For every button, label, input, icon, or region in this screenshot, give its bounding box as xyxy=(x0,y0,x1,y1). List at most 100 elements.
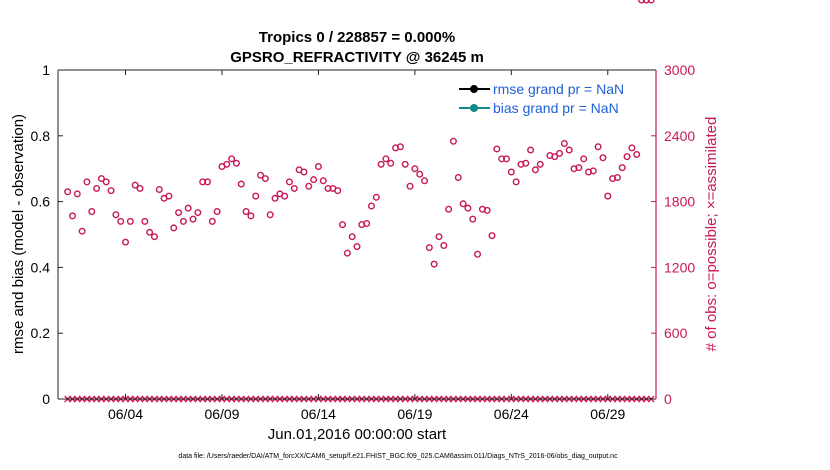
possible-point xyxy=(107,187,115,195)
possible-point xyxy=(68,212,76,220)
possible-point xyxy=(372,193,380,201)
possible-point xyxy=(155,186,163,194)
x-tick-label: 06/14 xyxy=(301,406,336,422)
possible-point xyxy=(179,217,187,225)
possible-point xyxy=(459,200,467,208)
left-y-tick-label: 0.8 xyxy=(31,128,51,144)
possible-point xyxy=(613,173,621,181)
possible-point xyxy=(184,204,192,212)
possible-point xyxy=(146,228,154,236)
possible-point xyxy=(314,163,322,171)
possible-point xyxy=(319,177,327,185)
possible-point xyxy=(599,154,607,162)
possible-point xyxy=(618,164,626,172)
possible-point xyxy=(623,153,631,161)
possible-point xyxy=(454,173,462,181)
possible-point xyxy=(257,171,265,179)
possible-point xyxy=(507,168,515,176)
possible-point xyxy=(483,206,491,214)
left-y-tick-label: 0 xyxy=(42,391,50,407)
left-y-tick-label: 0.6 xyxy=(31,194,51,210)
possible-point xyxy=(203,178,211,186)
x-tick-label: 06/24 xyxy=(494,406,529,422)
x-tick-label: 06/19 xyxy=(397,406,432,422)
possible-point xyxy=(512,178,520,186)
possible-point xyxy=(642,0,650,4)
possible-point xyxy=(88,207,96,215)
possible-point xyxy=(305,182,313,190)
possible-point xyxy=(363,220,371,228)
possible-point xyxy=(565,146,573,154)
possible-point xyxy=(228,155,236,163)
possible-point xyxy=(237,180,245,188)
possible-point xyxy=(281,192,289,200)
legend-rmse-marker xyxy=(470,85,478,93)
right-y-tick-label: 3000 xyxy=(664,62,695,78)
possible-point xyxy=(242,207,250,215)
possible-point xyxy=(261,175,269,183)
possible-point xyxy=(194,209,202,217)
possible-point xyxy=(300,168,308,176)
possible-point xyxy=(73,190,81,198)
possible-point xyxy=(440,241,448,249)
possible-point xyxy=(266,211,274,219)
possible-point xyxy=(324,184,332,192)
possible-point xyxy=(498,155,506,163)
possible-point xyxy=(97,175,105,183)
possible-point xyxy=(213,207,221,215)
possible-point xyxy=(122,238,130,246)
x-tick-label: 06/04 xyxy=(108,406,143,422)
plot-area xyxy=(58,70,656,399)
possible-point xyxy=(421,177,429,185)
right-y-tick-label: 1200 xyxy=(664,259,695,275)
possible-point xyxy=(493,145,501,153)
possible-point xyxy=(141,217,149,225)
possible-point xyxy=(445,205,453,213)
possible-point xyxy=(271,194,279,202)
possible-point xyxy=(638,0,646,4)
possible-point xyxy=(78,227,86,235)
possible-point xyxy=(401,160,409,168)
possible-point xyxy=(580,155,588,163)
legend-bias-label: bias grand pr = NaN xyxy=(493,100,619,116)
legend-bias-marker xyxy=(470,104,478,112)
possible-point xyxy=(334,187,342,195)
possible-point xyxy=(102,178,110,186)
possible-point xyxy=(474,250,482,258)
possible-point xyxy=(112,211,120,219)
possible-point xyxy=(382,155,390,163)
right-y-tick-label: 600 xyxy=(664,325,688,341)
possible-point xyxy=(377,160,385,168)
possible-point xyxy=(252,192,260,200)
possible-point xyxy=(633,150,641,158)
possible-point xyxy=(189,215,197,223)
possible-point xyxy=(531,166,539,174)
possible-point xyxy=(232,159,240,167)
possible-point xyxy=(367,202,375,210)
possible-point xyxy=(387,159,395,167)
possible-point xyxy=(170,224,178,232)
legend-rmse-label: rmse grand pr = NaN xyxy=(493,81,624,97)
data-file-footer: data file: /Users/raeder/DAI/ATM_forcXX/… xyxy=(178,453,618,460)
possible-point xyxy=(556,149,564,157)
possible-point xyxy=(126,217,134,225)
possible-point xyxy=(285,178,293,186)
possible-point xyxy=(64,188,72,196)
possible-point xyxy=(175,209,183,217)
possible-point xyxy=(117,217,125,225)
possible-point xyxy=(435,233,443,241)
right-y-axis-label: # of obs: o=possible; ×=assimilated xyxy=(703,117,720,352)
possible-point xyxy=(290,184,298,192)
possible-point xyxy=(353,243,361,251)
right-y-ticks: 0 600 1200 1800 2400 3000 xyxy=(651,62,695,407)
possible-point xyxy=(551,153,559,161)
possible-point xyxy=(93,184,101,192)
right-y-tick-label: 0 xyxy=(664,391,672,407)
legend-box xyxy=(451,80,646,118)
possible-series xyxy=(64,0,655,268)
possible-point xyxy=(247,212,255,220)
legend: rmse grand pr = NaN bias grand pr = NaN xyxy=(451,80,646,118)
possible-point xyxy=(560,139,568,147)
possible-point xyxy=(430,260,438,268)
